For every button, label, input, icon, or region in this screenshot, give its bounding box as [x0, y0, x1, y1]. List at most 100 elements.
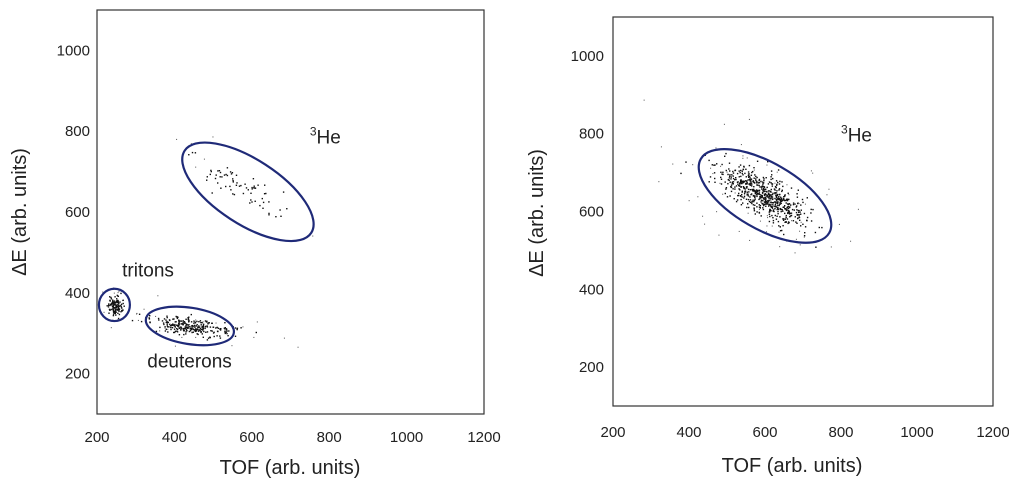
right-scatter-point — [756, 176, 758, 179]
right-scatter-point — [692, 164, 694, 166]
right-scatter-point — [759, 196, 761, 198]
left-scatter-point — [114, 303, 116, 305]
right-scatter-point — [761, 188, 763, 190]
right-scatter-point — [732, 177, 735, 180]
right-scatter-point — [789, 216, 791, 218]
right-scatter-point — [766, 186, 768, 189]
right-scatter-point — [768, 181, 770, 183]
right-scatter-point — [718, 234, 720, 236]
left-scatter-point — [117, 312, 119, 314]
left-scatter-point — [109, 309, 111, 311]
right-scatter-point — [749, 199, 752, 201]
right-scatter-point — [770, 210, 772, 212]
right-scatter-point — [771, 183, 773, 185]
left-scatter-point — [115, 300, 117, 303]
left-scatter-point — [108, 304, 110, 306]
right-scatter-point — [771, 185, 773, 187]
right-scatter-point — [752, 195, 755, 197]
right-scatter-point — [751, 200, 753, 203]
right-scatter-point — [753, 207, 755, 209]
right-scatter-point — [776, 183, 778, 186]
right-scatter-point — [730, 178, 732, 180]
right-scatter-point — [756, 180, 758, 183]
left-scatter-point — [178, 320, 180, 322]
right-scatter-point — [747, 195, 750, 197]
left-scatter-point — [117, 301, 119, 304]
left-scatter-point — [226, 330, 228, 332]
right-scatter-point — [730, 186, 733, 189]
right-scatter-point — [771, 207, 774, 209]
right-scatter-point — [800, 204, 802, 206]
left-scatter-point — [206, 331, 209, 333]
left-scatter-point — [192, 328, 195, 331]
right-scatter-point — [737, 183, 739, 185]
right-scatter-point — [771, 225, 773, 227]
right-scatter-point — [776, 201, 778, 204]
left-scatter-point — [209, 326, 212, 328]
right-scatter-point — [752, 170, 754, 173]
right-scatter-point — [760, 215, 762, 217]
left-scatter-point — [201, 326, 203, 328]
right-scatter-point — [765, 198, 767, 200]
right-scatter-point — [787, 205, 790, 208]
right-scatter-point — [790, 187, 793, 189]
left-scatter-point — [111, 308, 114, 310]
left-scatter-point — [114, 312, 116, 314]
left-scatter-point — [178, 334, 181, 336]
right-scatter-point — [758, 198, 760, 201]
right-scatter-point — [763, 203, 766, 206]
right-scatter-point — [741, 191, 743, 193]
left-scatter-point — [202, 329, 204, 331]
right-scatter-point — [742, 168, 744, 171]
left-scatter-point — [136, 313, 138, 315]
right-scatter-point — [789, 215, 792, 217]
left-scatter-point — [188, 320, 190, 322]
left-scatter-point — [202, 328, 204, 330]
right-scatter-point — [794, 216, 796, 218]
left-scatter-point — [196, 320, 198, 323]
left-scatter-point — [253, 185, 255, 187]
left-scatter-point — [120, 306, 122, 308]
left-scatter-point — [251, 186, 253, 189]
right-scatter-point — [736, 172, 739, 175]
left-scatter-point — [115, 304, 118, 306]
left-scatter-point — [197, 326, 200, 329]
left-scatter-point — [210, 169, 212, 172]
right-scatter-point — [772, 192, 774, 194]
left-scatter-point — [174, 330, 177, 332]
left-scatter-point — [137, 319, 139, 321]
left-scatter-point — [197, 326, 199, 328]
right-scatter-point — [768, 213, 771, 215]
right-scatter-point — [770, 170, 773, 172]
right-scatter-point — [806, 197, 808, 199]
right-scatter-point — [793, 209, 795, 211]
right-scatter-point — [737, 194, 740, 197]
left-scatter-point — [185, 318, 187, 320]
right-scatter-point — [790, 214, 793, 217]
right-scatter-point — [746, 187, 748, 189]
right-scatter-point — [750, 201, 752, 204]
right-scatter-point — [739, 182, 741, 185]
right-scatter-point — [739, 195, 742, 197]
left-scatter-point — [193, 324, 196, 327]
left-gate-3he-contour — [181, 141, 315, 243]
left-scatter-point — [181, 323, 183, 325]
left-scatter-point — [112, 306, 114, 308]
left-scatter-point — [181, 336, 183, 338]
left-scatter-point — [229, 185, 231, 188]
left-scatter-point — [254, 187, 256, 189]
right-scatter-point — [772, 217, 774, 219]
right-scatter-point — [763, 190, 766, 192]
right-scatter-point — [766, 225, 768, 227]
left-scatter-point — [189, 327, 191, 330]
left-scatter-point — [219, 337, 222, 339]
right-scatter-point — [745, 186, 748, 188]
right-scatter-point — [786, 199, 789, 202]
right-scatter-point — [752, 180, 754, 182]
right-scatter-point — [786, 184, 788, 186]
right-scatter-point — [747, 175, 750, 177]
right-scatter-point — [744, 172, 746, 175]
right-scatter-point — [733, 198, 735, 200]
right-scatter-point — [734, 169, 736, 172]
left-scatter-point — [183, 327, 186, 330]
